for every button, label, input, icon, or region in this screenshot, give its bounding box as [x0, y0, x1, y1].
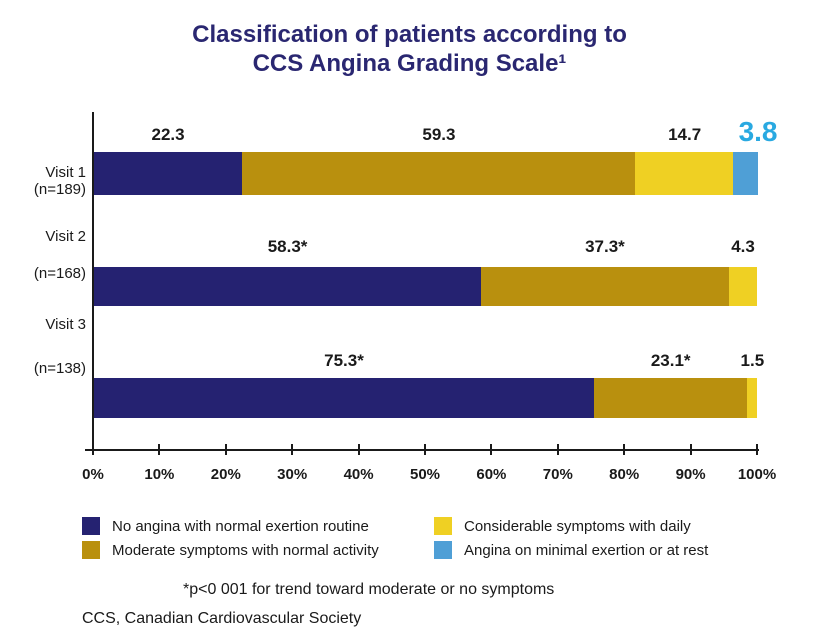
x-tick [92, 444, 94, 455]
category-count-label: (n=168) [33, 265, 86, 282]
bar-segment [635, 152, 733, 195]
category-label: Visit 3 [45, 316, 86, 333]
x-tick-label: 90% [675, 466, 706, 483]
legend-swatch [82, 541, 100, 559]
legend-swatch [434, 517, 452, 535]
bar-segment [728, 267, 758, 306]
x-tick [556, 444, 559, 455]
footnote-abbreviation: CCS, Canadian Cardiovascular Society [82, 610, 362, 627]
legend-swatch [82, 517, 100, 535]
x-tick-label: 100% [737, 466, 777, 483]
chart-title-line1: Classification of patients according to [192, 21, 627, 48]
x-tick-label: 0% [82, 466, 104, 483]
legend-label: No angina with normal exertion routine [112, 517, 369, 535]
x-tick [756, 444, 758, 455]
bar-segment [747, 378, 758, 418]
x-tick [689, 444, 692, 455]
x-tick-label: 60% [476, 466, 507, 483]
x-tick-label: 70% [542, 466, 573, 483]
category-label: Visit 1 [45, 164, 86, 181]
footnote-significance: *p<0 001 for trend toward moderate or no… [183, 581, 555, 598]
legend: No angina with normal exertion routine Mo… [82, 517, 708, 559]
legend-column-right: Considerable symptoms with daily Angina o… [434, 517, 708, 559]
legend-item: No angina with normal exertion routine [82, 517, 434, 535]
bar-segment [94, 267, 482, 306]
value-label: 23.1* [650, 351, 691, 370]
x-tick [224, 444, 227, 455]
value-label: 75.3* [324, 351, 364, 370]
bar-row [94, 378, 758, 418]
x-tick-label: 10% [144, 466, 175, 483]
x-tick-label: 80% [609, 466, 640, 483]
x-tick-label: 20% [210, 466, 241, 483]
value-label: 4.3 [731, 237, 755, 256]
x-tick [490, 444, 493, 455]
x-tick-label: 40% [343, 466, 374, 483]
x-tick [424, 444, 426, 455]
value-label: 58.3* [267, 237, 308, 256]
category-label: Visit 2 [45, 228, 86, 245]
legend-item: Moderate symptoms with normal activity [82, 541, 434, 559]
x-tick [291, 444, 294, 455]
value-label: 59.3 [422, 125, 456, 144]
legend-swatch [434, 541, 452, 559]
legend-item: Angina on minimal exertion or at rest [434, 541, 708, 559]
chart-title-line2: CCS Angina Grading Scale¹ [252, 50, 567, 77]
legend-item: Considerable symptoms with daily [434, 517, 708, 535]
x-tick [623, 444, 626, 455]
bar-row [94, 152, 758, 195]
value-label: 3.8 [738, 116, 778, 147]
x-tick-label: 50% [409, 466, 441, 483]
value-label: 1.5 [740, 351, 765, 370]
chart-title: Classification of patients according to … [0, 20, 819, 78]
bar-row [94, 267, 758, 306]
bar-segment [593, 378, 748, 418]
legend-label: Considerable symptoms with daily [464, 517, 691, 535]
category-count-label: (n=189) [33, 181, 86, 198]
y-axis-line [92, 112, 94, 451]
bar-segment [94, 378, 594, 418]
legend-label: Angina on minimal exertion or at rest [464, 541, 709, 559]
x-tick [158, 444, 161, 455]
x-axis-line [85, 449, 759, 451]
value-label: 22.3 [151, 125, 185, 144]
bar-segment [732, 152, 758, 195]
x-tick-label: 30% [277, 466, 308, 483]
bar-segment [481, 267, 729, 306]
category-count-label: (n=138) [33, 360, 86, 377]
bar-segment [94, 152, 242, 195]
legend-label: Moderate symptoms with normal activity [112, 541, 379, 559]
x-tick [357, 444, 360, 455]
value-label: 37.3* [585, 237, 625, 256]
value-label: 14.7 [668, 125, 702, 144]
legend-column-left: No angina with normal exertion routine Mo… [82, 517, 434, 559]
bar-segment [241, 152, 636, 195]
